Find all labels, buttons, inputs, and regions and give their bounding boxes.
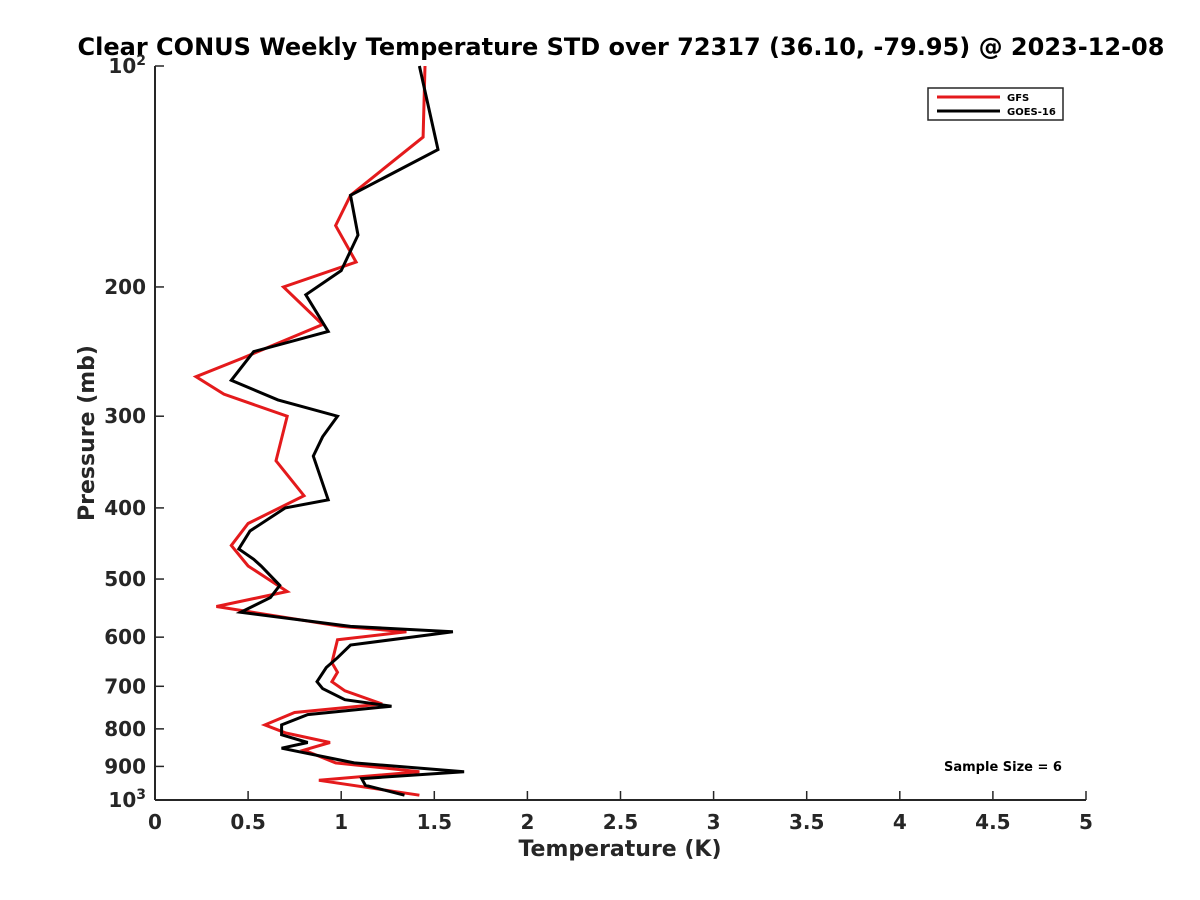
y-tick-label-base: 700 <box>104 674 146 698</box>
y-tick-label-base: 200 <box>104 275 146 299</box>
y-tick-label: 102 <box>108 53 146 78</box>
series-line-gfs <box>192 65 427 797</box>
y-tick-label-base: 500 <box>104 567 146 591</box>
legend: GFS GOES-16 <box>927 87 1064 121</box>
x-tick-label: 2 <box>520 810 534 834</box>
x-tick-label: 5 <box>1079 810 1093 834</box>
x-tick-label: 0 <box>148 810 162 834</box>
y-tick-label: 400 <box>104 496 146 520</box>
y-tick-label-base: 900 <box>104 754 146 778</box>
y-tick-label: 800 <box>104 717 146 741</box>
y-tick-label-base: 10 <box>108 788 136 812</box>
x-tick-label: 1.5 <box>417 810 452 834</box>
y-tick-label-base: 400 <box>104 496 146 520</box>
chart-title: Clear CONUS Weekly Temperature STD over … <box>78 33 1165 61</box>
y-axis-label: Pressure (mb) <box>75 345 100 521</box>
x-tick-label: 0.5 <box>230 810 265 834</box>
x-tick-label: 4.5 <box>975 810 1010 834</box>
legend-box <box>927 87 1064 121</box>
series-line-goes-16 <box>228 65 465 797</box>
x-axis-label: Temperature (K) <box>518 837 721 862</box>
x-tick-label: 4 <box>893 810 907 834</box>
y-tick-label-base: 600 <box>104 625 146 649</box>
y-tick-label-base: 10 <box>108 54 136 78</box>
x-tick-label: 3.5 <box>789 810 824 834</box>
x-tick-label: 2.5 <box>603 810 638 834</box>
legend-label: GOES-16 <box>1007 107 1056 118</box>
y-tick-label-base: 800 <box>104 717 146 741</box>
y-tick-label: 900 <box>104 754 146 778</box>
y-tick-label: 500 <box>104 567 146 591</box>
y-tick-label-base: 300 <box>104 404 146 428</box>
y-tick-label: 700 <box>104 674 146 698</box>
y-tick-label: 103 <box>108 787 146 812</box>
y-tick-label-exponent: 3 <box>136 787 146 803</box>
y-tick-label: 300 <box>104 404 146 428</box>
legend-label: GFS <box>1007 93 1029 104</box>
x-tick-label: 3 <box>707 810 721 834</box>
plot-area <box>192 65 465 797</box>
sample-size-annotation: Sample Size = 6 <box>944 760 1062 775</box>
x-axis-ticks: 0 0.5 1 1.5 2 2.5 3 3.5 4 4.5 5 <box>148 791 1093 834</box>
y-tick-label: 600 <box>104 625 146 649</box>
x-tick-label: 1 <box>334 810 348 834</box>
y-tick-label-exponent: 2 <box>136 53 146 69</box>
y-tick-label: 200 <box>104 275 146 299</box>
